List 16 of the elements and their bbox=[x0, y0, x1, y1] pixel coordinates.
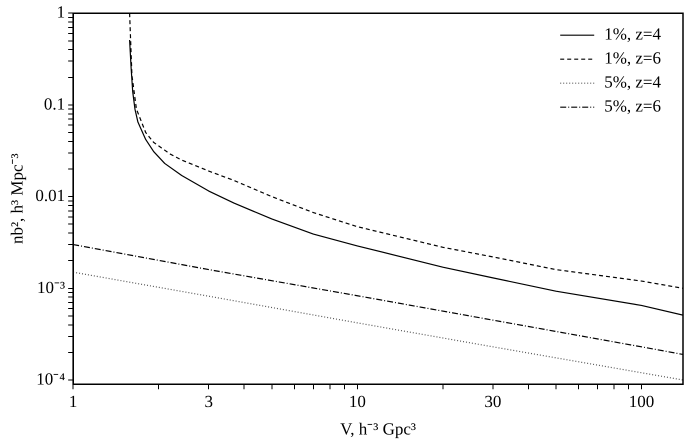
y-tick-label: 0.01 bbox=[35, 186, 66, 206]
y-axis-title: nb², h³ Mpc⁻³ bbox=[8, 153, 27, 244]
legend-label: 5%, z=6 bbox=[604, 96, 662, 116]
y-tick-label: 10⁻⁴ bbox=[36, 369, 66, 388]
y-tick-label: 1 bbox=[56, 2, 66, 22]
y-tick-label: 0.1 bbox=[44, 94, 66, 114]
legend-label: 1%, z=6 bbox=[604, 48, 662, 68]
legend-label: 1%, z=4 bbox=[604, 24, 662, 44]
x-axis-title: V, h⁻³ Gpc³ bbox=[340, 419, 416, 438]
legend-label: 5%, z=4 bbox=[604, 72, 662, 92]
x-tick-label: 100 bbox=[628, 392, 654, 411]
x-tick-label: 1 bbox=[68, 392, 78, 411]
x-tick-label: 3 bbox=[204, 392, 213, 411]
x-tick-label: 10 bbox=[348, 392, 366, 411]
x-tick-label: 30 bbox=[484, 392, 502, 411]
y-tick-label: 10⁻³ bbox=[37, 278, 66, 297]
